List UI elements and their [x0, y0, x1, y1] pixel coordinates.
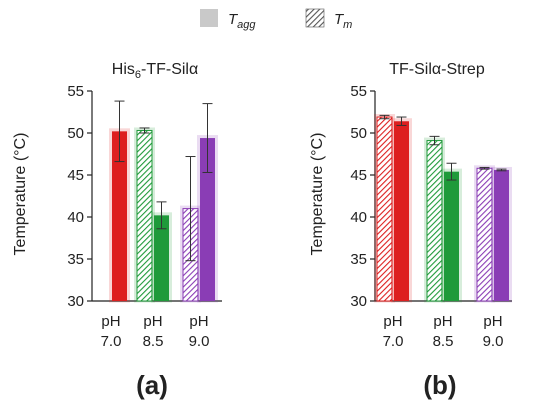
y-tick-label: 45 [67, 167, 84, 184]
y-tick-label: 50 [350, 125, 367, 142]
x-tick-label: pH 8.5 [433, 313, 454, 350]
chart-title-a: His6-TF-Silα [112, 61, 198, 81]
chart-panel-b: TF-Silα-Strep Temperature (°C) (b) 30 35 4… [309, 61, 512, 400]
y-axis-label-b: Temperature (°C) [309, 133, 326, 256]
legend: Tagg Tm [200, 8, 352, 31]
bar-tagg-pH-90 [494, 169, 509, 301]
y-tick-label: 35 [67, 251, 84, 268]
y-tick-label: 30 [67, 293, 84, 310]
x-tick-label: pH 9.0 [189, 313, 210, 350]
bar-tagg-pH-85 [444, 171, 459, 301]
chart-title-b: TF-Silα-Strep [389, 61, 485, 78]
chart-panel-a: His6-TF-Silα Temperature (°C) (a) 30 35 40… [12, 61, 222, 400]
bar-tagg-pH-70 [394, 121, 409, 302]
panel-label-a: (a) [136, 370, 168, 400]
y-tick-label: 45 [350, 167, 367, 184]
y-tick-label: 40 [350, 209, 367, 226]
legend-hatched-label: Tm [334, 11, 352, 31]
y-tick-label: 40 [67, 209, 84, 226]
bar-tm-pH-85 [426, 140, 443, 302]
legend-hatched-swatch [305, 8, 325, 28]
x-tick-label: pH 8.5 [143, 313, 164, 350]
y-tick-label: 35 [350, 251, 367, 268]
x-tick-label: pH 7.0 [383, 313, 404, 350]
legend-solid-label: Tagg [228, 11, 256, 31]
panel-label-b: (b) [423, 370, 456, 400]
legend-solid-swatch [200, 9, 218, 27]
bar-tm-pH-90 [476, 167, 493, 302]
y-tick-label: 55 [67, 83, 84, 100]
y-tick-label: 30 [350, 293, 367, 310]
x-tick-label: pH 7.0 [101, 313, 122, 350]
bar-tm-pH-85 [136, 129, 153, 302]
bar-tagg-pH-85 [154, 215, 169, 301]
bar-tagg-pH-70 [112, 131, 127, 301]
bar-tm-pH-70 [376, 116, 393, 302]
y-axis-label-a: Temperature (°C) [12, 133, 29, 256]
x-tick-label: pH 9.0 [483, 313, 504, 350]
y-tick-label: 50 [67, 125, 84, 142]
bar-tagg-pH-90 [200, 138, 215, 301]
y-tick-label: 55 [350, 83, 367, 100]
